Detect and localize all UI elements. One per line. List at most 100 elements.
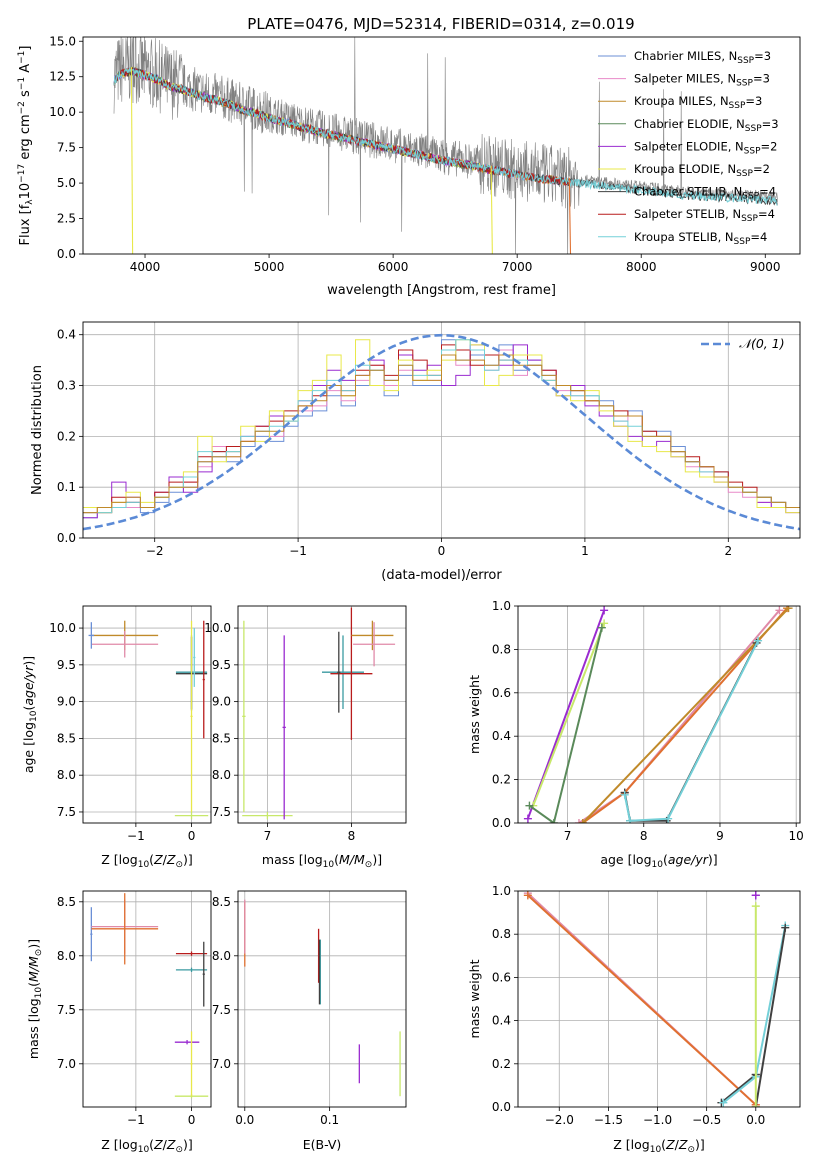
label-part: 10 (34, 987, 44, 999)
weight-marker (597, 623, 606, 632)
label-part: Z (153, 1137, 163, 1152)
panel-residuals: −2 −1 0 1 2 0.0 0.1 0.2 0.3 0.4 (data-model)/error… (30, 321, 801, 583)
label-part: =3 (753, 72, 770, 86)
label-part: age/yr (21, 665, 36, 706)
weight-line-chabrier_stelib (754, 927, 787, 1107)
weight-marker (719, 1098, 728, 1107)
weight-line-lime (532, 623, 606, 806)
weight-marker (775, 606, 784, 615)
label-part: =3 (754, 49, 771, 63)
x-tick-label: 8 (348, 829, 356, 843)
x-tick-label: −2.0 (545, 1113, 574, 1127)
panel-mass-vs-ebv: 0.0 0.1 7.0 7.5 8.0 8.5 E(B-V) (212, 890, 407, 1152)
y-tick-label: 0.0 (492, 816, 511, 830)
x-tick-label: −0.5 (692, 1113, 721, 1127)
label-part: / (163, 852, 168, 867)
label-part: Z (153, 852, 163, 867)
x-tick-label: −1 (289, 544, 307, 558)
x-axis-label: (data-model)/error (381, 568, 502, 583)
histogram-chabrier_miles (83, 339, 800, 519)
label-part: SSP (745, 124, 762, 134)
legend-entry: 𝒩(0, 1) (739, 336, 785, 351)
legend-entry: Salpeter MILES, NSSP=3 (634, 72, 770, 89)
x-axis-label: wavelength [Angstrom, rest frame] (327, 283, 556, 298)
label-part: 10 (29, 710, 39, 722)
label-part: SSP (736, 169, 753, 179)
weight-marker (664, 814, 673, 823)
y-tick-label: 7.5 (212, 1003, 231, 1017)
y-tick-label: 1.0 (492, 884, 511, 898)
label-part: Salpeter MILES, N (634, 72, 736, 86)
y-tick-label: 0.4 (492, 729, 511, 743)
legend-entry: Salpeter STELIB, NSSP=4 (634, 207, 775, 224)
y-tick-label: 8.5 (212, 895, 231, 909)
histogram-kroupa_elodie (83, 339, 800, 514)
label-part: Salpeter ELODIE, N (634, 139, 744, 153)
y-tick-label: 10.0 (49, 621, 76, 635)
label-part: M/M (339, 852, 365, 867)
weight-line-chabrier_elodie (528, 627, 603, 823)
y-tick-label: 7.0 (212, 1057, 231, 1071)
label-part: SSP (741, 214, 758, 224)
label-part: −2 (17, 101, 27, 114)
y-tick-label: 0.6 (492, 970, 511, 984)
weight-marker (751, 1103, 760, 1107)
axes-frame (82, 890, 212, 1108)
label-part: =4 (758, 207, 775, 221)
y-tick-label: 9.5 (212, 658, 231, 672)
axes-frame (82, 605, 212, 824)
y-tick-label: 0.0 (57, 247, 76, 261)
label-part: SSP (742, 192, 759, 202)
y-tick-label: 8.0 (57, 768, 76, 782)
weight-marker (751, 891, 760, 900)
label-part: s (18, 90, 33, 101)
x-tick-label: −1 (127, 1113, 145, 1127)
y-axis-label: mass [log10(M/M⊙)] (26, 939, 44, 1059)
label-part: =4 (759, 185, 776, 199)
label-part: −17 (17, 164, 27, 183)
plot-area-mass-weight-vs-z (518, 891, 800, 1107)
label-part: λ (25, 199, 35, 205)
label-part: )] (372, 852, 382, 867)
y-tick-label: 7.5 (57, 141, 76, 155)
weight-marker (754, 636, 763, 645)
x-tick-label: 0.0 (746, 1113, 765, 1127)
weight-marker (781, 923, 790, 932)
axes-frame (82, 36, 801, 255)
histogram-kroupa_miles (83, 354, 800, 514)
panel-mass-weight-vs-z: −2.0 −1.5 −1.0 −0.5 0.0 0.0 0.2 0.4 0.6 0.8 1.0 Z [… (467, 884, 801, 1155)
label-part: =2 (761, 139, 778, 153)
y-axis-label: mass weight (467, 675, 482, 754)
label-part: ( (663, 852, 668, 867)
label-part: ⊙ (175, 860, 183, 870)
y-tick-label: 0.8 (492, 642, 511, 656)
panel-mass-vs-z: −1 07.07.58.08.5Z [log10(Z/Z⊙)]mass [log1… (26, 890, 212, 1155)
y-tick-label: 9.5 (57, 658, 76, 672)
x-tick-label: 8000 (626, 260, 657, 274)
x-tick-label: −1 (127, 829, 145, 843)
y-tick-label: 8.5 (57, 731, 76, 745)
weight-marker (620, 790, 629, 799)
y-tick-label: 7.0 (57, 1057, 76, 1071)
legend-entry: Chabrier ELODIE, NSSP=3 (634, 117, 779, 134)
x-tick-label: −1.0 (643, 1113, 672, 1127)
label-part: Chabrier MILES, N (634, 49, 737, 63)
y-tick-label: 7.5 (57, 805, 76, 819)
weight-marker (751, 902, 760, 911)
x-tick-label: 7 (264, 829, 272, 843)
label-part: −1 (17, 51, 27, 64)
x-tick-label: 10 (789, 829, 804, 843)
model-drop (490, 165, 493, 254)
weight-marker (525, 801, 534, 810)
axes-frame (237, 605, 407, 824)
y-tick-label: 8.5 (57, 895, 76, 909)
label-part: 10 (323, 860, 335, 870)
plot-area-residuals (83, 322, 800, 538)
label-part: ( (21, 706, 36, 711)
histogram-kroupa_stelib (83, 339, 800, 514)
label-part: Kroupa ELODIE, N (634, 162, 736, 176)
plot-area-spectrum (113, 37, 778, 254)
legend-entry: Kroupa STELIB, NSSP=4 (634, 230, 767, 247)
